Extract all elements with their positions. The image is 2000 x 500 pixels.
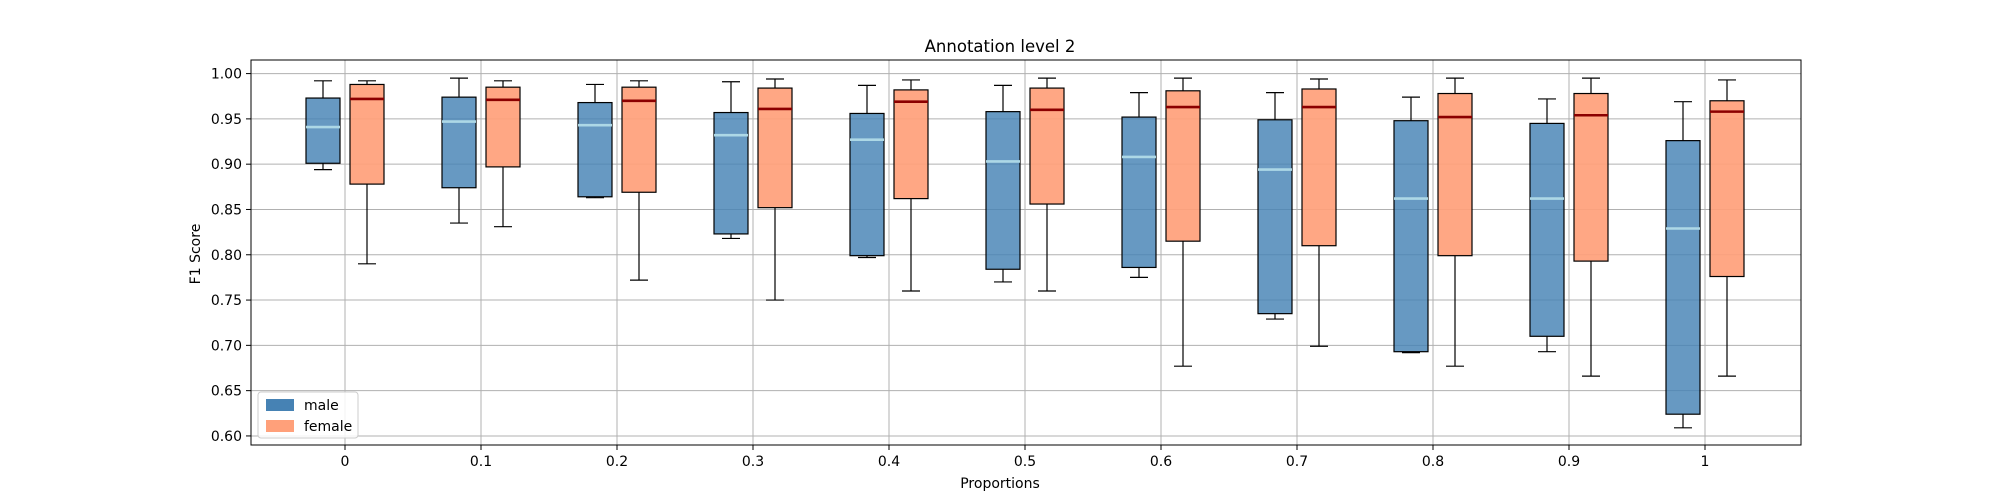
iqr-box	[1257, 119, 1293, 315]
x-tick-label: 1	[1701, 454, 1710, 470]
iqr-box	[1665, 140, 1701, 415]
female-box-10	[1709, 79, 1745, 377]
y-tick-label: 0.70	[211, 338, 242, 354]
iqr-box	[849, 112, 885, 257]
x-tick-label: 0.9	[1558, 454, 1580, 470]
iqr-box	[713, 111, 749, 235]
male-box-2	[577, 83, 613, 199]
iqr-box	[621, 86, 657, 193]
plot-frame	[250, 59, 1802, 446]
box-plot-series	[305, 77, 1745, 429]
iqr-box	[1573, 92, 1609, 262]
female-box-5	[1029, 77, 1065, 292]
legend-swatch-male	[266, 399, 294, 411]
female-box-4	[893, 79, 929, 292]
female-box-8	[1437, 77, 1473, 367]
male-box-8	[1393, 96, 1429, 354]
iqr-box	[1301, 88, 1337, 247]
female-box-6	[1165, 77, 1201, 367]
iqr-box	[1709, 100, 1745, 278]
female-box-1	[485, 80, 521, 228]
iqr-box	[441, 96, 477, 189]
x-tick-label: 0.5	[1014, 454, 1036, 470]
iqr-box	[1121, 116, 1157, 269]
x-tick-label: 0.1	[470, 454, 492, 470]
female-box-0	[349, 80, 385, 265]
iqr-box	[1029, 87, 1065, 205]
iqr-box	[305, 97, 341, 164]
male-box-7	[1257, 92, 1293, 320]
legend-label-female: female	[304, 419, 352, 435]
y-tick-label: 0.90	[211, 157, 242, 173]
female-box-7	[1301, 78, 1337, 347]
x-tick-label: 0	[341, 454, 350, 470]
x-tick-label: 0.7	[1286, 454, 1308, 470]
y-tick-label: 0.60	[211, 429, 242, 445]
x-axis-ticks: 0 0.1 0.2 0.3 0.4 0.5 0.6 0.7 0.8 0.9 1	[341, 445, 1710, 470]
x-tick-label: 0.6	[1150, 454, 1172, 470]
y-tick-label: 0.65	[211, 384, 242, 400]
male-box-0	[305, 80, 341, 171]
male-box-3	[713, 81, 749, 240]
x-tick-label: 0.4	[878, 454, 900, 470]
x-tick-label: 0.2	[606, 454, 628, 470]
male-box-9	[1529, 98, 1565, 353]
legend-swatch-female	[266, 420, 294, 432]
male-box-6	[1121, 92, 1157, 279]
iqr-box	[893, 89, 929, 200]
female-box-2	[621, 80, 657, 281]
iqr-box	[757, 87, 793, 209]
male-box-5	[985, 84, 1021, 283]
iqr-box	[985, 111, 1021, 270]
x-tick-label: 0.3	[742, 454, 764, 470]
y-axis-ticks: 0.60 0.65 0.70 0.75 0.80 0.85 0.90 0.95 1.00	[211, 67, 251, 445]
chart-title: Annotation level 2	[925, 37, 1076, 56]
x-axis-label: Proportions	[960, 476, 1040, 492]
iqr-box	[349, 83, 385, 185]
iqr-box	[1529, 122, 1565, 337]
y-tick-label: 1.00	[211, 67, 242, 83]
legend: male female	[257, 391, 359, 439]
grid-lines	[251, 60, 1801, 445]
y-axis-label: F1 Score	[188, 224, 204, 285]
male-box-4	[849, 84, 885, 259]
female-box-3	[757, 78, 793, 301]
y-tick-label: 0.95	[211, 112, 242, 128]
female-box-9	[1573, 77, 1609, 377]
legend-label-male: male	[304, 398, 339, 414]
iqr-box	[1393, 120, 1429, 353]
y-tick-label: 0.80	[211, 248, 242, 264]
x-tick-label: 0.8	[1422, 454, 1444, 470]
iqr-box	[577, 101, 613, 198]
iqr-box	[1165, 90, 1201, 242]
iqr-box	[1437, 92, 1473, 257]
y-tick-label: 0.85	[211, 202, 242, 218]
y-tick-label: 0.75	[211, 293, 242, 309]
male-box-10	[1665, 101, 1701, 429]
male-box-1	[441, 77, 477, 224]
